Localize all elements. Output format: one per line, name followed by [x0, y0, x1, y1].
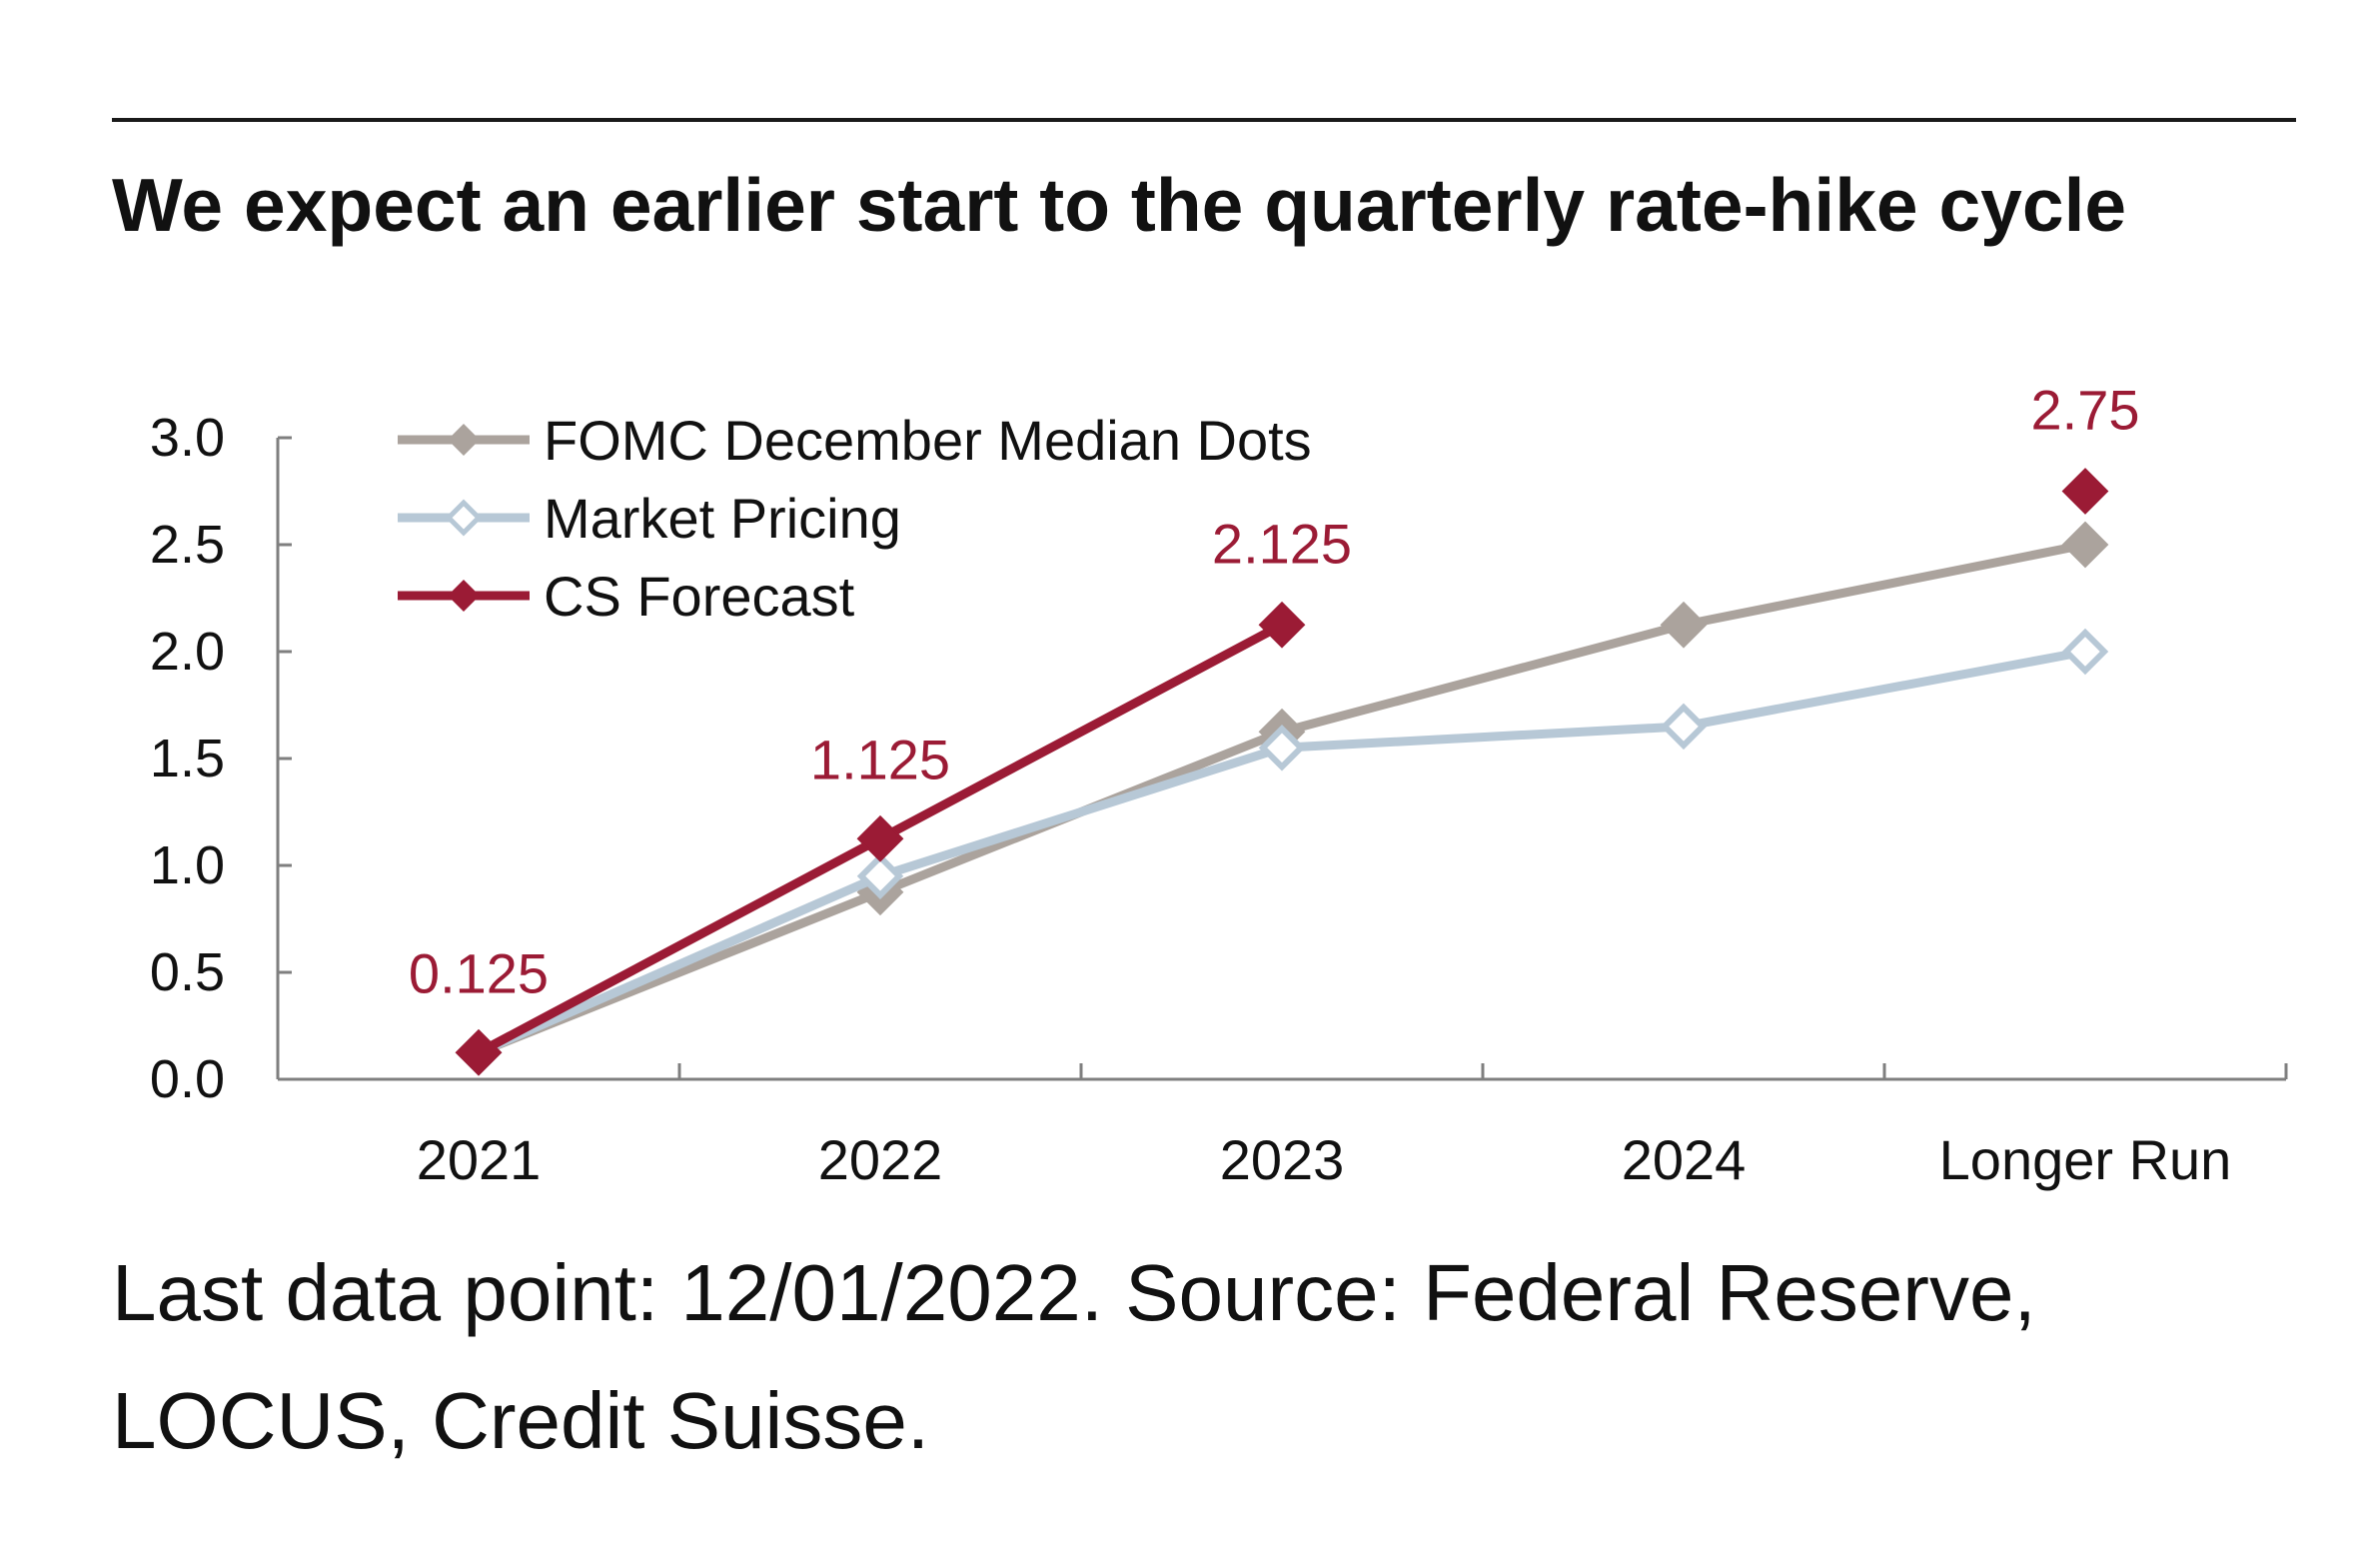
source-caption: Last data point: 12/01/2022. Source: Fed… [112, 1248, 2036, 1465]
legend-label: Market Pricing [544, 487, 901, 550]
data-point [455, 1028, 503, 1076]
y-tick-label: 2.5 [150, 515, 225, 575]
x-tick-label: 2021 [417, 1128, 542, 1191]
chart-title: We expect an earlier start to the quarte… [112, 163, 2127, 247]
line-chart: 0.0 0.5 1.0 1.5 2.0 2.5 3.0 2021 2022 2023 2024 Lon… [150, 379, 2288, 1191]
legend-item: FOMC December Median Dots [398, 409, 1312, 472]
series-cs-forecast [455, 468, 2109, 1076]
data-point [856, 852, 904, 899]
x-tick-label: Longer Run [1939, 1128, 2232, 1191]
y-tick-label: 0.5 [150, 942, 225, 1002]
legend-swatch-marker [448, 424, 480, 456]
series-market-pricing [455, 628, 2109, 1076]
data-point [1660, 703, 1708, 751]
data-point [1258, 601, 1306, 649]
y-tick-label: 2.0 [150, 622, 225, 682]
x-tick-label: 2024 [1622, 1128, 1747, 1191]
chart-series [455, 468, 2109, 1076]
data-point [2061, 628, 2109, 676]
chart-legend: FOMC December Median Dots Market Pricing C… [398, 409, 1312, 628]
data-label: 1.125 [810, 728, 950, 790]
chart-annotations: 0.125 1.125 2.125 2.75 [409, 379, 2140, 1005]
y-tick-label: 1.5 [150, 729, 225, 788]
x-tick-label: 2023 [1220, 1128, 1345, 1191]
data-label: 2.125 [1212, 512, 1352, 575]
legend-label: FOMC December Median Dots [544, 409, 1312, 472]
x-tick-label: 2022 [818, 1128, 943, 1191]
data-point [2061, 521, 2109, 569]
data-point [2061, 468, 2109, 515]
legend-swatch-marker [448, 580, 480, 612]
legend-swatch-marker [445, 499, 483, 537]
y-tick-label: 1.0 [150, 835, 225, 895]
legend-label: CS Forecast [544, 565, 855, 628]
data-point [1660, 601, 1708, 649]
y-tick-label: 3.0 [150, 408, 225, 468]
chart-axes: 0.0 0.5 1.0 1.5 2.0 2.5 3.0 2021 2022 2023 2024 Lon… [150, 408, 2288, 1191]
data-label: 0.125 [409, 941, 549, 1004]
data-point [856, 814, 904, 862]
data-label: 2.75 [2031, 379, 2140, 442]
data-point [1258, 725, 1306, 772]
title-rule [112, 118, 2296, 122]
legend-item: Market Pricing [398, 487, 901, 550]
y-tick-label: 0.0 [150, 1049, 225, 1109]
legend-item: CS Forecast [398, 565, 855, 628]
